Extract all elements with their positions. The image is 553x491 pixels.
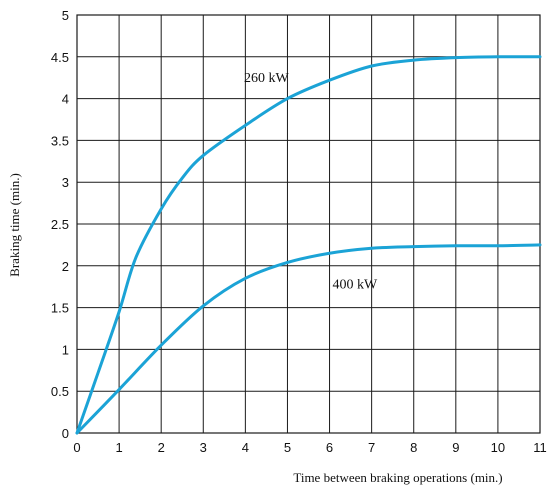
y-tick-label: 3 <box>62 175 69 190</box>
series-annotation: 260 kW <box>244 71 290 86</box>
y-tick-label: 0 <box>62 426 69 441</box>
x-tick-label: 6 <box>326 440 333 455</box>
y-axis-label: Braking time (min.) <box>7 173 22 277</box>
x-tick-labels: 0 1 2 3 4 5 6 7 8 9 10 11 <box>73 440 546 455</box>
y-tick-label: 3.5 <box>51 133 69 148</box>
series-curves <box>75 55 542 435</box>
x-tick-label: 2 <box>158 440 165 455</box>
y-tick-label: 2.5 <box>51 217 69 232</box>
x-tick-label: 4 <box>242 440 249 455</box>
x-tick-label: 5 <box>284 440 291 455</box>
y-tick-label: 2 <box>62 259 69 274</box>
x-tick-label: 3 <box>200 440 207 455</box>
x-axis-label: Time between braking operations (min.) <box>293 470 502 485</box>
x-tick-label: 0 <box>73 440 80 455</box>
x-tick-label: 10 <box>491 440 505 455</box>
y-tick-label: 4.5 <box>51 50 69 65</box>
y-tick-label: 1.5 <box>51 301 69 316</box>
y-tick-labels: 0 0.5 1 1.5 2 2.5 3 3.5 4 4.5 5 <box>51 8 69 441</box>
y-tick-label: 4 <box>62 92 69 107</box>
series-line-260-kw <box>75 55 542 435</box>
x-tick-label: 11 <box>533 440 547 455</box>
y-tick-label: 5 <box>62 8 69 23</box>
series-annotation: 400 kW <box>332 277 378 292</box>
x-tick-label: 1 <box>115 440 122 455</box>
y-tick-label: 1 <box>62 342 69 357</box>
y-tick-label: 0.5 <box>51 384 69 399</box>
series-line-400-kw <box>75 243 542 435</box>
series-annotations: 260 kW 400 kW <box>244 71 378 292</box>
grid-lines <box>76 14 541 434</box>
x-tick-label: 7 <box>368 440 375 455</box>
x-tick-label: 8 <box>410 440 417 455</box>
x-tick-label: 9 <box>452 440 459 455</box>
plot-frame <box>76 14 541 434</box>
